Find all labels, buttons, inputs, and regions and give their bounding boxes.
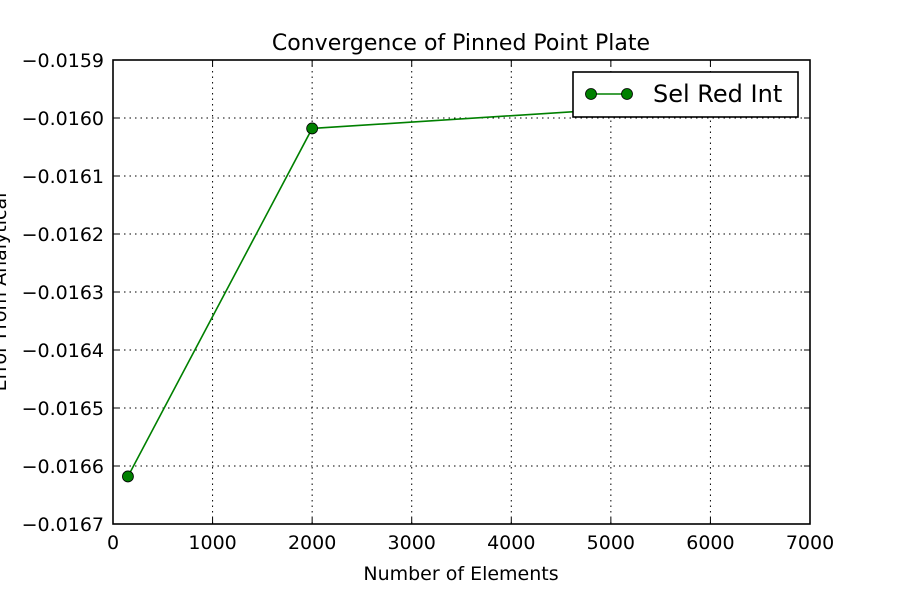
x-tick-label: 1000 [188,532,236,554]
data-point [122,470,134,483]
legend-marker [621,88,633,100]
legend-marker [585,88,597,100]
x-tick-label: 2000 [288,532,336,554]
y-tick-label: −0.0167 [22,514,104,536]
chart-title: Convergence of Pinned Point Plate [272,31,650,56]
x-tick-label: 3000 [388,532,436,554]
y-tick-label: −0.0160 [22,108,104,130]
y-tick-label: −0.0164 [22,340,104,362]
y-tick-label: −0.0159 [22,50,104,72]
x-tick-label: 0 [107,532,119,554]
series-layer [122,103,617,483]
y-tick-label: −0.0163 [22,282,104,304]
x-tick-label: 7000 [786,532,834,554]
y-axis-label: Error From Analytical [0,193,11,392]
x-tick-label: 4000 [487,532,535,554]
ticks: 0 1000 2000 3000 4000 5000 6000 7000 −0.0159 −0.0… [22,50,835,554]
y-tick-label: −0.0166 [22,456,104,478]
y-tick-label: −0.0162 [22,224,104,246]
x-tick-label: 5000 [587,532,635,554]
data-point [306,122,319,135]
x-tick-label: 6000 [686,532,734,554]
legend-label: Sel Red Int [653,80,782,108]
y-tick-label: −0.0165 [22,398,104,420]
y-tick-label: −0.0161 [22,166,104,188]
x-axis-label: Number of Elements [363,563,558,585]
